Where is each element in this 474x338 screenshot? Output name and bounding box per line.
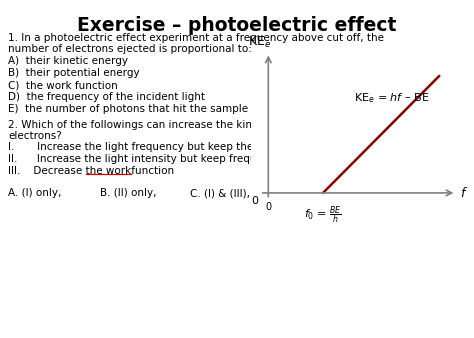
Text: $f_0$ = $\frac{BE}{h}$: $f_0$ = $\frac{BE}{h}$: [304, 204, 342, 226]
Text: 2. Which of the followings can increase the kinetic energy of each emitted: 2. Which of the followings can increase …: [8, 120, 397, 130]
Text: D. (II) & (III),: D. (II) & (III),: [285, 188, 348, 198]
Text: KE$_e$: KE$_e$: [248, 35, 272, 50]
Text: KE$_e$ = $hf$ – BE: KE$_e$ = $hf$ – BE: [354, 92, 429, 105]
Text: A)  their kinetic energy: A) their kinetic energy: [8, 56, 128, 66]
Text: 0: 0: [265, 202, 272, 212]
Text: II.      Increase the light intensity but keep frequency fixed: II. Increase the light intensity but kee…: [8, 154, 310, 164]
Text: III.    Decrease the workfunction: III. Decrease the workfunction: [8, 166, 174, 176]
Text: electrons?: electrons?: [8, 131, 62, 141]
Text: number of electrons ejected is proportional to:: number of electrons ejected is proportio…: [8, 44, 252, 54]
Text: Exercise – photoelectric effect: Exercise – photoelectric effect: [77, 16, 397, 35]
Text: A. (I) only,: A. (I) only,: [8, 188, 61, 198]
Text: 0: 0: [251, 195, 258, 206]
Text: D)  the frequency of the incident light: D) the frequency of the incident light: [8, 92, 205, 102]
Text: B. (II) only,: B. (II) only,: [100, 188, 156, 198]
Text: E. (I) & (II): E. (I) & (II): [385, 188, 438, 198]
Text: E)  the number of photons that hit the sample: E) the number of photons that hit the sa…: [8, 104, 248, 114]
Text: $f$: $f$: [460, 186, 468, 200]
Text: B)  their potential energy: B) their potential energy: [8, 68, 140, 78]
Text: 1. In a photoelectric effect experiment at a frequency above cut off, the: 1. In a photoelectric effect experiment …: [8, 33, 384, 43]
Text: I.       Increase the light frequency but keep the intensity fixed: I. Increase the light frequency but keep…: [8, 142, 331, 152]
Text: C)  the work function: C) the work function: [8, 80, 118, 90]
Text: C. (I) & (III),: C. (I) & (III),: [190, 188, 250, 198]
